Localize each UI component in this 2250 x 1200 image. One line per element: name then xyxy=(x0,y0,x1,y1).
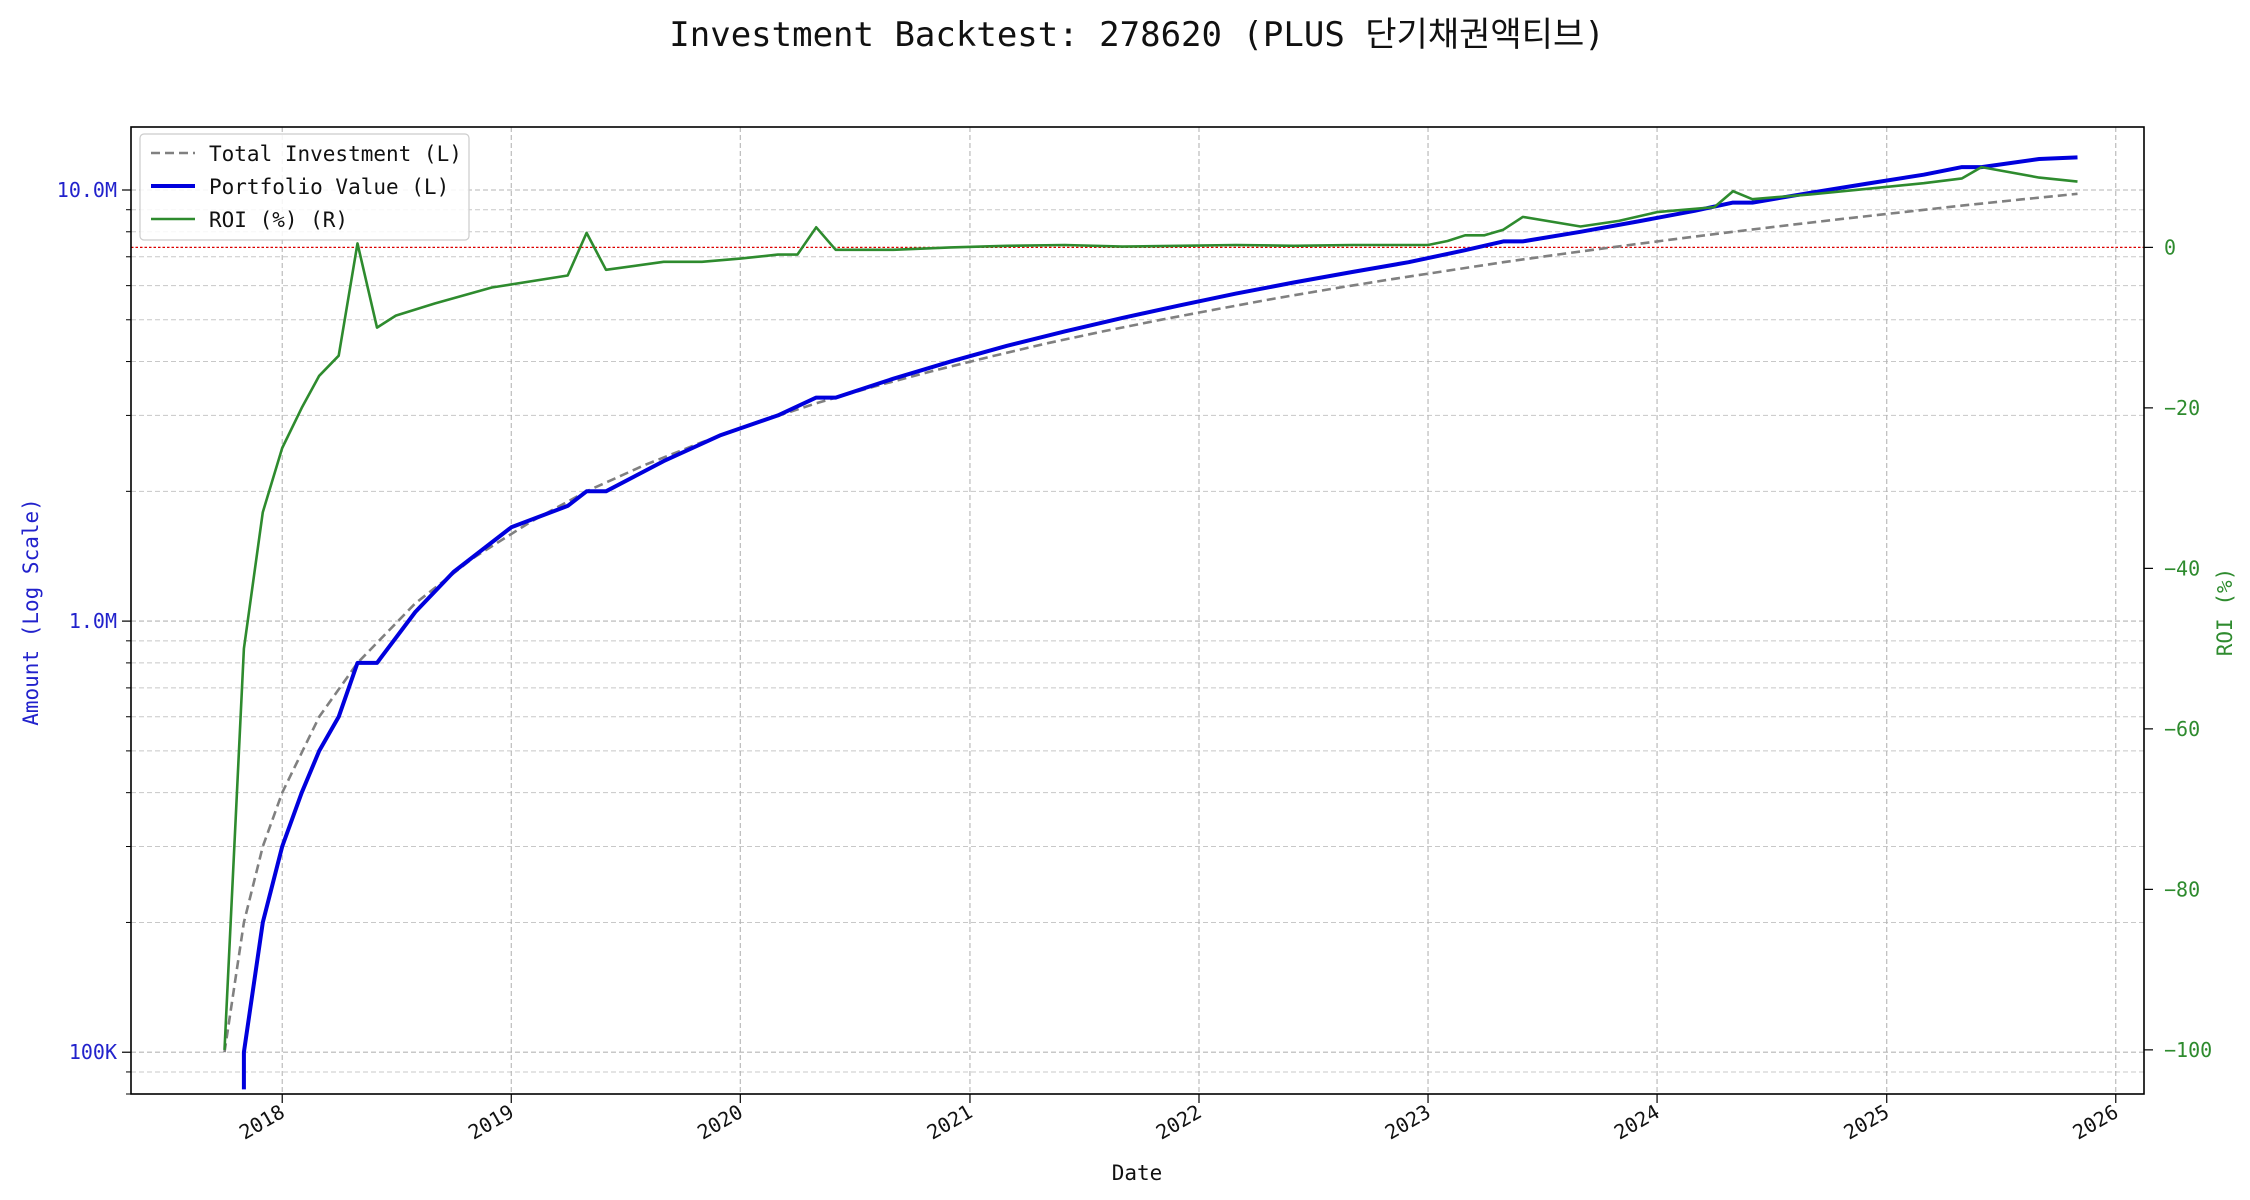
legend-label-roi: ROI (%) (R) xyxy=(209,208,348,232)
x-tick-label: 2023 xyxy=(1381,1100,1435,1145)
x-tick-label: 2019 xyxy=(464,1100,518,1145)
x-tick-label: 2018 xyxy=(235,1100,289,1145)
x-tick-label: 2020 xyxy=(693,1100,747,1145)
y-right-tick-label: −40 xyxy=(2164,556,2200,580)
series-line-roi xyxy=(223,165,2078,1050)
grid xyxy=(131,127,2144,1095)
y-right-tick-label: −80 xyxy=(2164,877,2200,901)
plot-frame xyxy=(130,126,2145,1095)
y-right-tick-label: −60 xyxy=(2164,717,2200,741)
legend-box xyxy=(139,133,470,241)
x-tick-label: 2026 xyxy=(2069,1100,2123,1145)
x-tick-label: 2021 xyxy=(923,1100,977,1145)
legend: Total Investment (L) Portfolio Value (L)… xyxy=(139,133,470,241)
x-tick-label: 2024 xyxy=(1610,1100,1664,1145)
chart-title: Investment Backtest: 278620 (PLUS 단기채권액티… xyxy=(669,15,1604,55)
y-right-tick-label: −100 xyxy=(2164,1038,2212,1062)
y-left-axis-title: Amount (Log Scale) xyxy=(19,498,43,726)
y-right-tick-label: 0 xyxy=(2164,235,2176,259)
y-right-axis-title: ROI (%) xyxy=(2213,568,2237,657)
plot-lines xyxy=(131,155,2144,1090)
y-left-tick-label: 100K xyxy=(69,1040,117,1064)
x-axis-title: Date xyxy=(1112,1161,1163,1185)
series-line-total-investment xyxy=(223,192,2078,1053)
x-tick-label: 2025 xyxy=(1840,1100,1894,1145)
y-left-tick-label: 10.0M xyxy=(57,178,117,202)
legend-label-portfolio-value: Portfolio Value (L) xyxy=(209,175,449,199)
series-line-portfolio-value xyxy=(241,155,2078,1090)
legend-label-total-investment: Total Investment (L) xyxy=(209,142,462,166)
x-tick-label: 2022 xyxy=(1152,1100,1206,1145)
y-left-tick-label: 1.0M xyxy=(69,609,117,633)
y-right-tick-label: −20 xyxy=(2164,396,2200,420)
